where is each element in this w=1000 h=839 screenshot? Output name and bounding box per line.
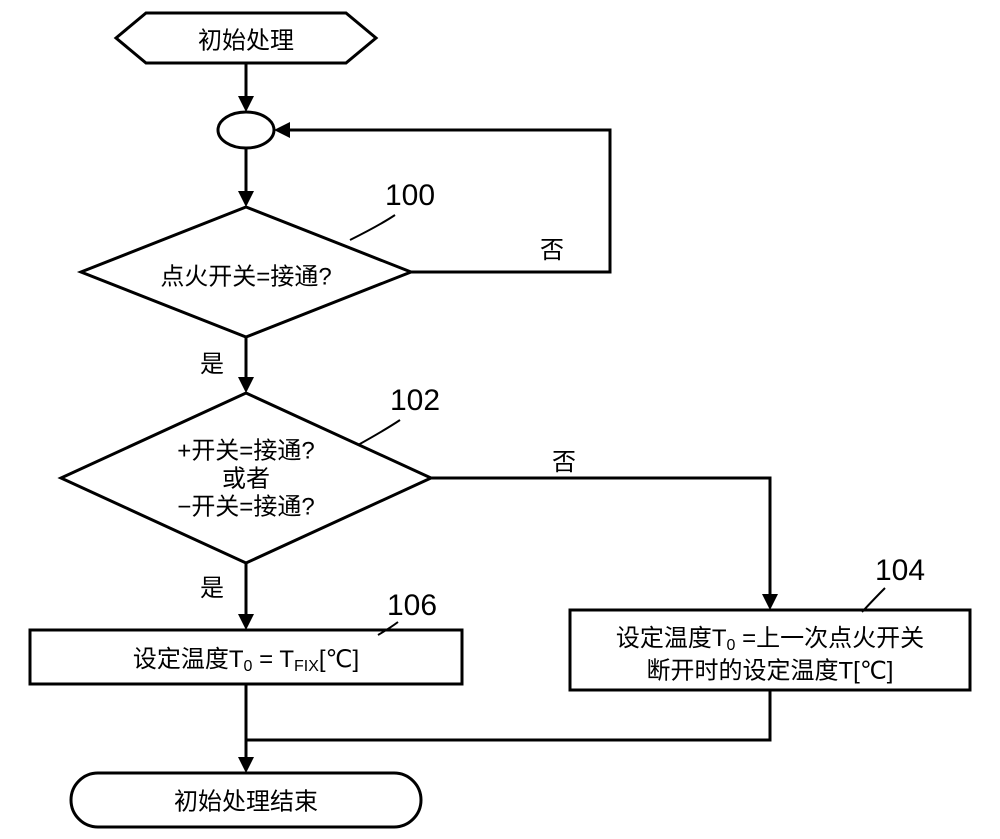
- edge-d100-no-loop: 否: [274, 122, 610, 272]
- svg-text:100: 100: [385, 179, 435, 212]
- node-end-label: 初始处理结束: [174, 788, 318, 815]
- node-p106-label-prefix: 设定温度T: [133, 646, 244, 673]
- node-d100-label: 点火开关=接通?: [160, 263, 331, 290]
- node-p106: 设定温度T0 = TFIX[℃]: [30, 630, 462, 684]
- edge-label-yes-2: 是: [200, 575, 224, 602]
- node-d100: 点火开关=接通?: [81, 207, 411, 337]
- svg-text:104: 104: [875, 554, 925, 587]
- edge-label-no-2: 否: [552, 449, 576, 476]
- svg-text:106: 106: [387, 589, 437, 622]
- node-end: 初始处理结束: [71, 773, 421, 827]
- edge-start-to-junction: [238, 63, 254, 112]
- node-d102-label-3: −开关=接通?: [177, 493, 314, 520]
- ref-106: 106: [378, 589, 437, 635]
- node-p104: 设定温度T0 =上一次点火开关 断开时的设定温度T[℃]: [570, 610, 970, 690]
- svg-text:102: 102: [390, 384, 440, 417]
- flowchart-canvas: 否 是 是 否 初始处理 点火开关=接通?: [0, 0, 1000, 839]
- edge-d100-yes-to-d102: 是: [200, 337, 254, 393]
- edge-junction-to-d100: [238, 148, 254, 207]
- node-start: 初始处理: [116, 13, 376, 63]
- svg-text:设定温度T0 =上一次点火开关: 设定温度T0 =上一次点火开关: [616, 625, 924, 654]
- ref-102: 102: [358, 384, 440, 445]
- edge-label-yes-1: 是: [200, 351, 224, 378]
- node-start-label: 初始处理: [198, 27, 294, 54]
- node-d102: +开关=接通? 或者 −开关=接通?: [61, 393, 431, 563]
- node-d102-label-2: 或者: [222, 465, 270, 492]
- node-loop-junction: [218, 112, 274, 148]
- node-p104-label-2: 断开时的设定温度T[℃]: [647, 657, 894, 684]
- node-d102-label-1: +开关=接通?: [177, 437, 314, 464]
- edge-d102-no-to-p104: 否: [431, 449, 778, 610]
- svg-text:设定温度T0 = TFIX[℃]: 设定温度T0 = TFIX[℃]: [133, 646, 359, 675]
- edge-p106-to-end: [238, 684, 254, 773]
- ref-100: 100: [350, 179, 435, 240]
- ref-104: 104: [862, 554, 925, 612]
- edge-label-no-1: 否: [540, 237, 564, 264]
- edge-d102-yes-to-p106: 是: [200, 563, 254, 630]
- edge-p104-merge: [246, 690, 770, 740]
